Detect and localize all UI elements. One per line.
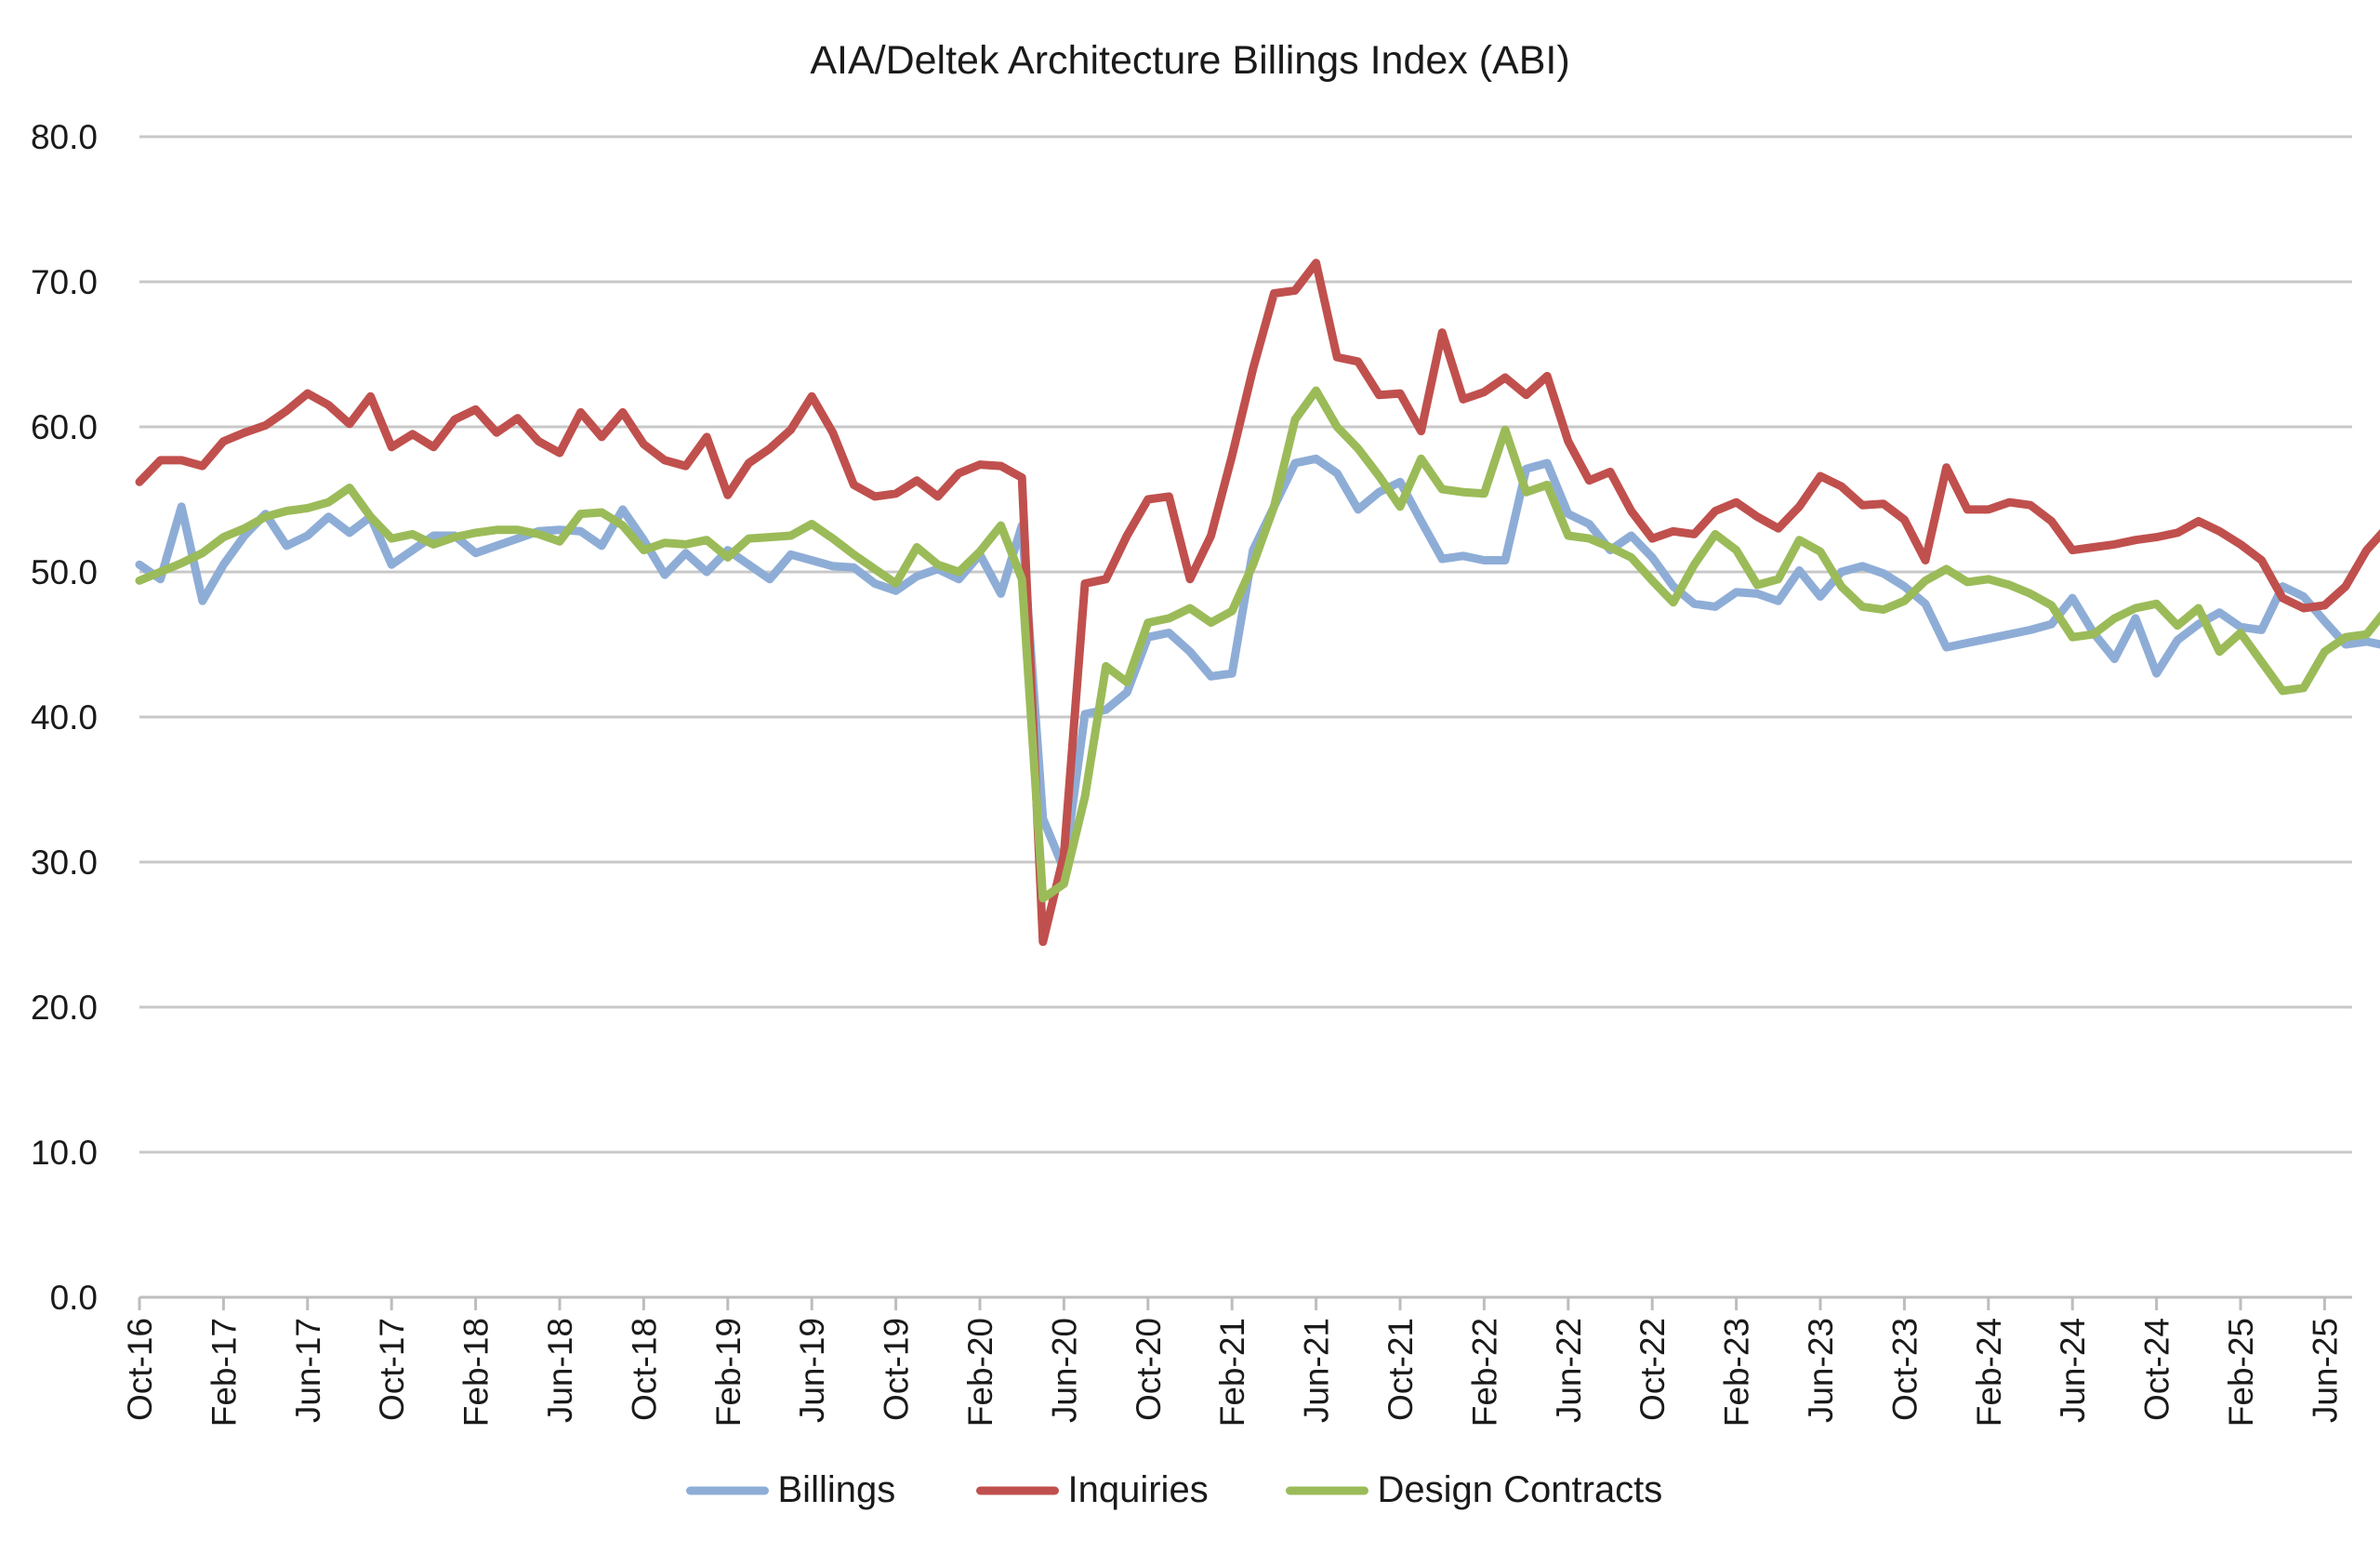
y-tick-label: 0.0 (50, 1279, 98, 1317)
x-tick-label: Oct-16 (121, 1318, 159, 1421)
x-tick-label: Oct-24 (2138, 1318, 2176, 1421)
x-tick-label: Jun-17 (289, 1318, 327, 1423)
series-line-inquiries (135, 259, 2380, 947)
x-tick-label: Feb-19 (709, 1318, 747, 1427)
x-tick-label: Feb-24 (1970, 1318, 2008, 1427)
y-axis: 0.0 10.0 20.0 30.0 40.0 50.0 60.0 70.0 80.0 (31, 118, 98, 1317)
x-tick-label: Oct-21 (1382, 1318, 1420, 1421)
x-axis: Oct-16 Feb-17 Jun-17 Oct-17 Feb-18 Jun-18 Oct-… (121, 1297, 2344, 1427)
legend: Billings Inquiries Design Contracts (686, 1469, 1663, 1510)
y-tick-label: 70.0 (31, 263, 98, 301)
chart-title: AIA/Deltek Architecture Billings Index (… (810, 38, 1569, 83)
y-tick-label: 20.0 (31, 989, 98, 1027)
x-tick-label: Oct-23 (1885, 1318, 1924, 1421)
x-tick-label: Feb-18 (457, 1318, 496, 1427)
x-tick-label: Jun-23 (1802, 1318, 1840, 1423)
x-tick-label: Feb-20 (961, 1318, 999, 1427)
x-tick-label: Oct-20 (1130, 1318, 1168, 1421)
gridlines (139, 135, 2352, 1299)
series-line-design-contracts (135, 386, 2380, 903)
x-tick-label: Oct-17 (373, 1318, 411, 1421)
legend-label: Inquiries (1068, 1469, 1209, 1510)
x-tick-label: Oct-22 (1633, 1318, 1672, 1421)
y-tick-label: 30.0 (31, 843, 98, 882)
x-tick-label: Oct-18 (625, 1318, 663, 1421)
x-tick-label: Jun-21 (1298, 1318, 1336, 1423)
x-tick-label: Jun-19 (793, 1318, 831, 1423)
x-tick-label: Jun-22 (1550, 1318, 1588, 1423)
x-tick-label: Feb-22 (1465, 1318, 1503, 1427)
x-tick-label: Jun-24 (2054, 1318, 2092, 1423)
y-tick-label: 50.0 (31, 553, 98, 591)
x-tick-label: Jun-18 (541, 1318, 579, 1423)
legend-item-inquiries: Inquiries (976, 1469, 1209, 1510)
x-tick-label: Jun-20 (1045, 1318, 1083, 1423)
x-tick-label: Oct-19 (878, 1318, 916, 1421)
x-tick-label: Feb-17 (205, 1318, 243, 1427)
x-tick-label: Jun-25 (2306, 1318, 2344, 1423)
legend-item-design-contracts: Design Contracts (1286, 1469, 1663, 1510)
y-tick-label: 80.0 (31, 118, 98, 156)
x-tick-label: Feb-23 (1718, 1318, 1756, 1427)
y-tick-label: 40.0 (31, 698, 98, 737)
series-lines (135, 259, 2380, 947)
legend-label: Design Contracts (1378, 1469, 1663, 1510)
legend-label: Billings (778, 1469, 896, 1510)
x-tick-label: Feb-25 (2222, 1318, 2260, 1427)
y-tick-label: 60.0 (31, 408, 98, 446)
y-tick-label: 10.0 (31, 1134, 98, 1172)
x-tick-label: Feb-21 (1213, 1318, 1251, 1427)
legend-item-billings: Billings (686, 1469, 896, 1510)
